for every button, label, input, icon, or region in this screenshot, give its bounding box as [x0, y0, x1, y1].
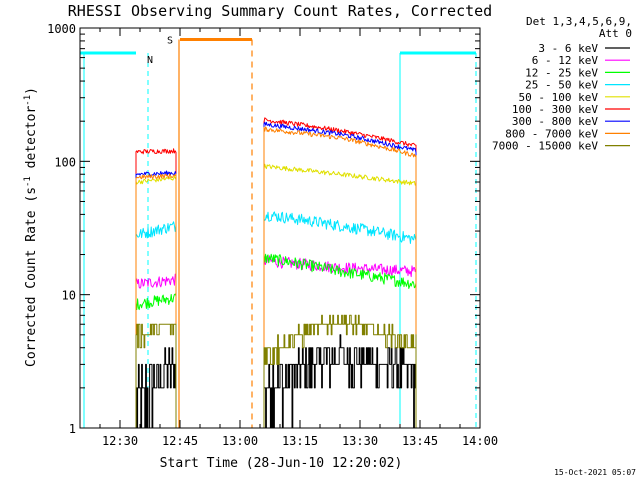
x-tick-label: 13:45 [402, 434, 438, 448]
series-trace [263, 117, 417, 428]
series-trace [263, 334, 417, 428]
series-trace [135, 175, 177, 428]
series-trace [263, 211, 417, 428]
series-7000-15000-kev [135, 314, 417, 428]
legend-label: 50 - 100 keV [519, 91, 599, 104]
legend-label: 100 - 300 keV [512, 103, 598, 116]
x-tick-label: 13:15 [282, 434, 318, 448]
series-trace [135, 148, 177, 428]
legend-header-line-1: Det 1,3,4,5,6,9, [526, 15, 632, 28]
y-tick-label: 100 [54, 155, 76, 169]
chart-title: RHESSI Observing Summary Count Rates, Co… [68, 2, 492, 20]
legend-header-line-2: Att 0 [599, 27, 632, 40]
series-50-100-kev [135, 163, 417, 428]
series-trace [263, 314, 417, 428]
footer-timestamp: 15-Oct-2021 05:07 [554, 468, 636, 477]
series-800-7000-kev [135, 126, 417, 428]
series-300-800-kev [135, 121, 417, 428]
series-12-25-kev [135, 253, 417, 428]
legend-label: 800 - 7000 keV [505, 127, 598, 140]
series-trace [135, 273, 177, 428]
y-tick-label: 1 [69, 422, 76, 436]
series-trace [135, 221, 177, 428]
x-tick-label: 14:00 [462, 434, 498, 448]
legend-label: 12 - 25 keV [525, 66, 598, 79]
series-trace [135, 347, 177, 428]
legend-label: 7000 - 15000 keV [492, 140, 598, 153]
legend-label: 300 - 800 keV [512, 115, 598, 128]
series-trace [135, 173, 177, 428]
night-marker-label: N [147, 55, 153, 66]
y-axis-label: Corrected Count Rate (s-1 detector-1) [23, 87, 39, 367]
series-3-6-kev [135, 334, 417, 428]
series-6-12-kev [135, 255, 417, 428]
legend-label: 25 - 50 keV [525, 79, 598, 92]
series-trace [135, 323, 177, 428]
series-trace [263, 253, 417, 428]
series-25-50-kev [135, 211, 417, 428]
series-trace [263, 126, 417, 428]
series-trace [263, 163, 417, 428]
series-trace [263, 121, 417, 428]
saa-marker-label: S [167, 35, 173, 46]
series-trace [135, 293, 177, 428]
x-tick-label: 13:00 [222, 434, 258, 448]
y-tick-label: 10 [62, 289, 76, 303]
series-trace [135, 170, 177, 428]
legend-label: 6 - 12 keV [532, 54, 599, 67]
x-tick-label: 13:30 [342, 434, 378, 448]
series-100-300-kev [135, 117, 417, 428]
x-tick-label: 12:30 [102, 434, 138, 448]
axes: 1 10 100 1000 12:30 12:45 13:00 13:15 13:30 13:45… [47, 22, 498, 448]
y-tick-label: 1000 [47, 22, 76, 36]
x-axis-label: Start Time (28-Jun-10 12:20:02) [160, 456, 403, 471]
series-layer [135, 117, 417, 428]
legend-label: 3 - 6 keV [538, 42, 598, 55]
x-tick-label: 12:45 [162, 434, 198, 448]
